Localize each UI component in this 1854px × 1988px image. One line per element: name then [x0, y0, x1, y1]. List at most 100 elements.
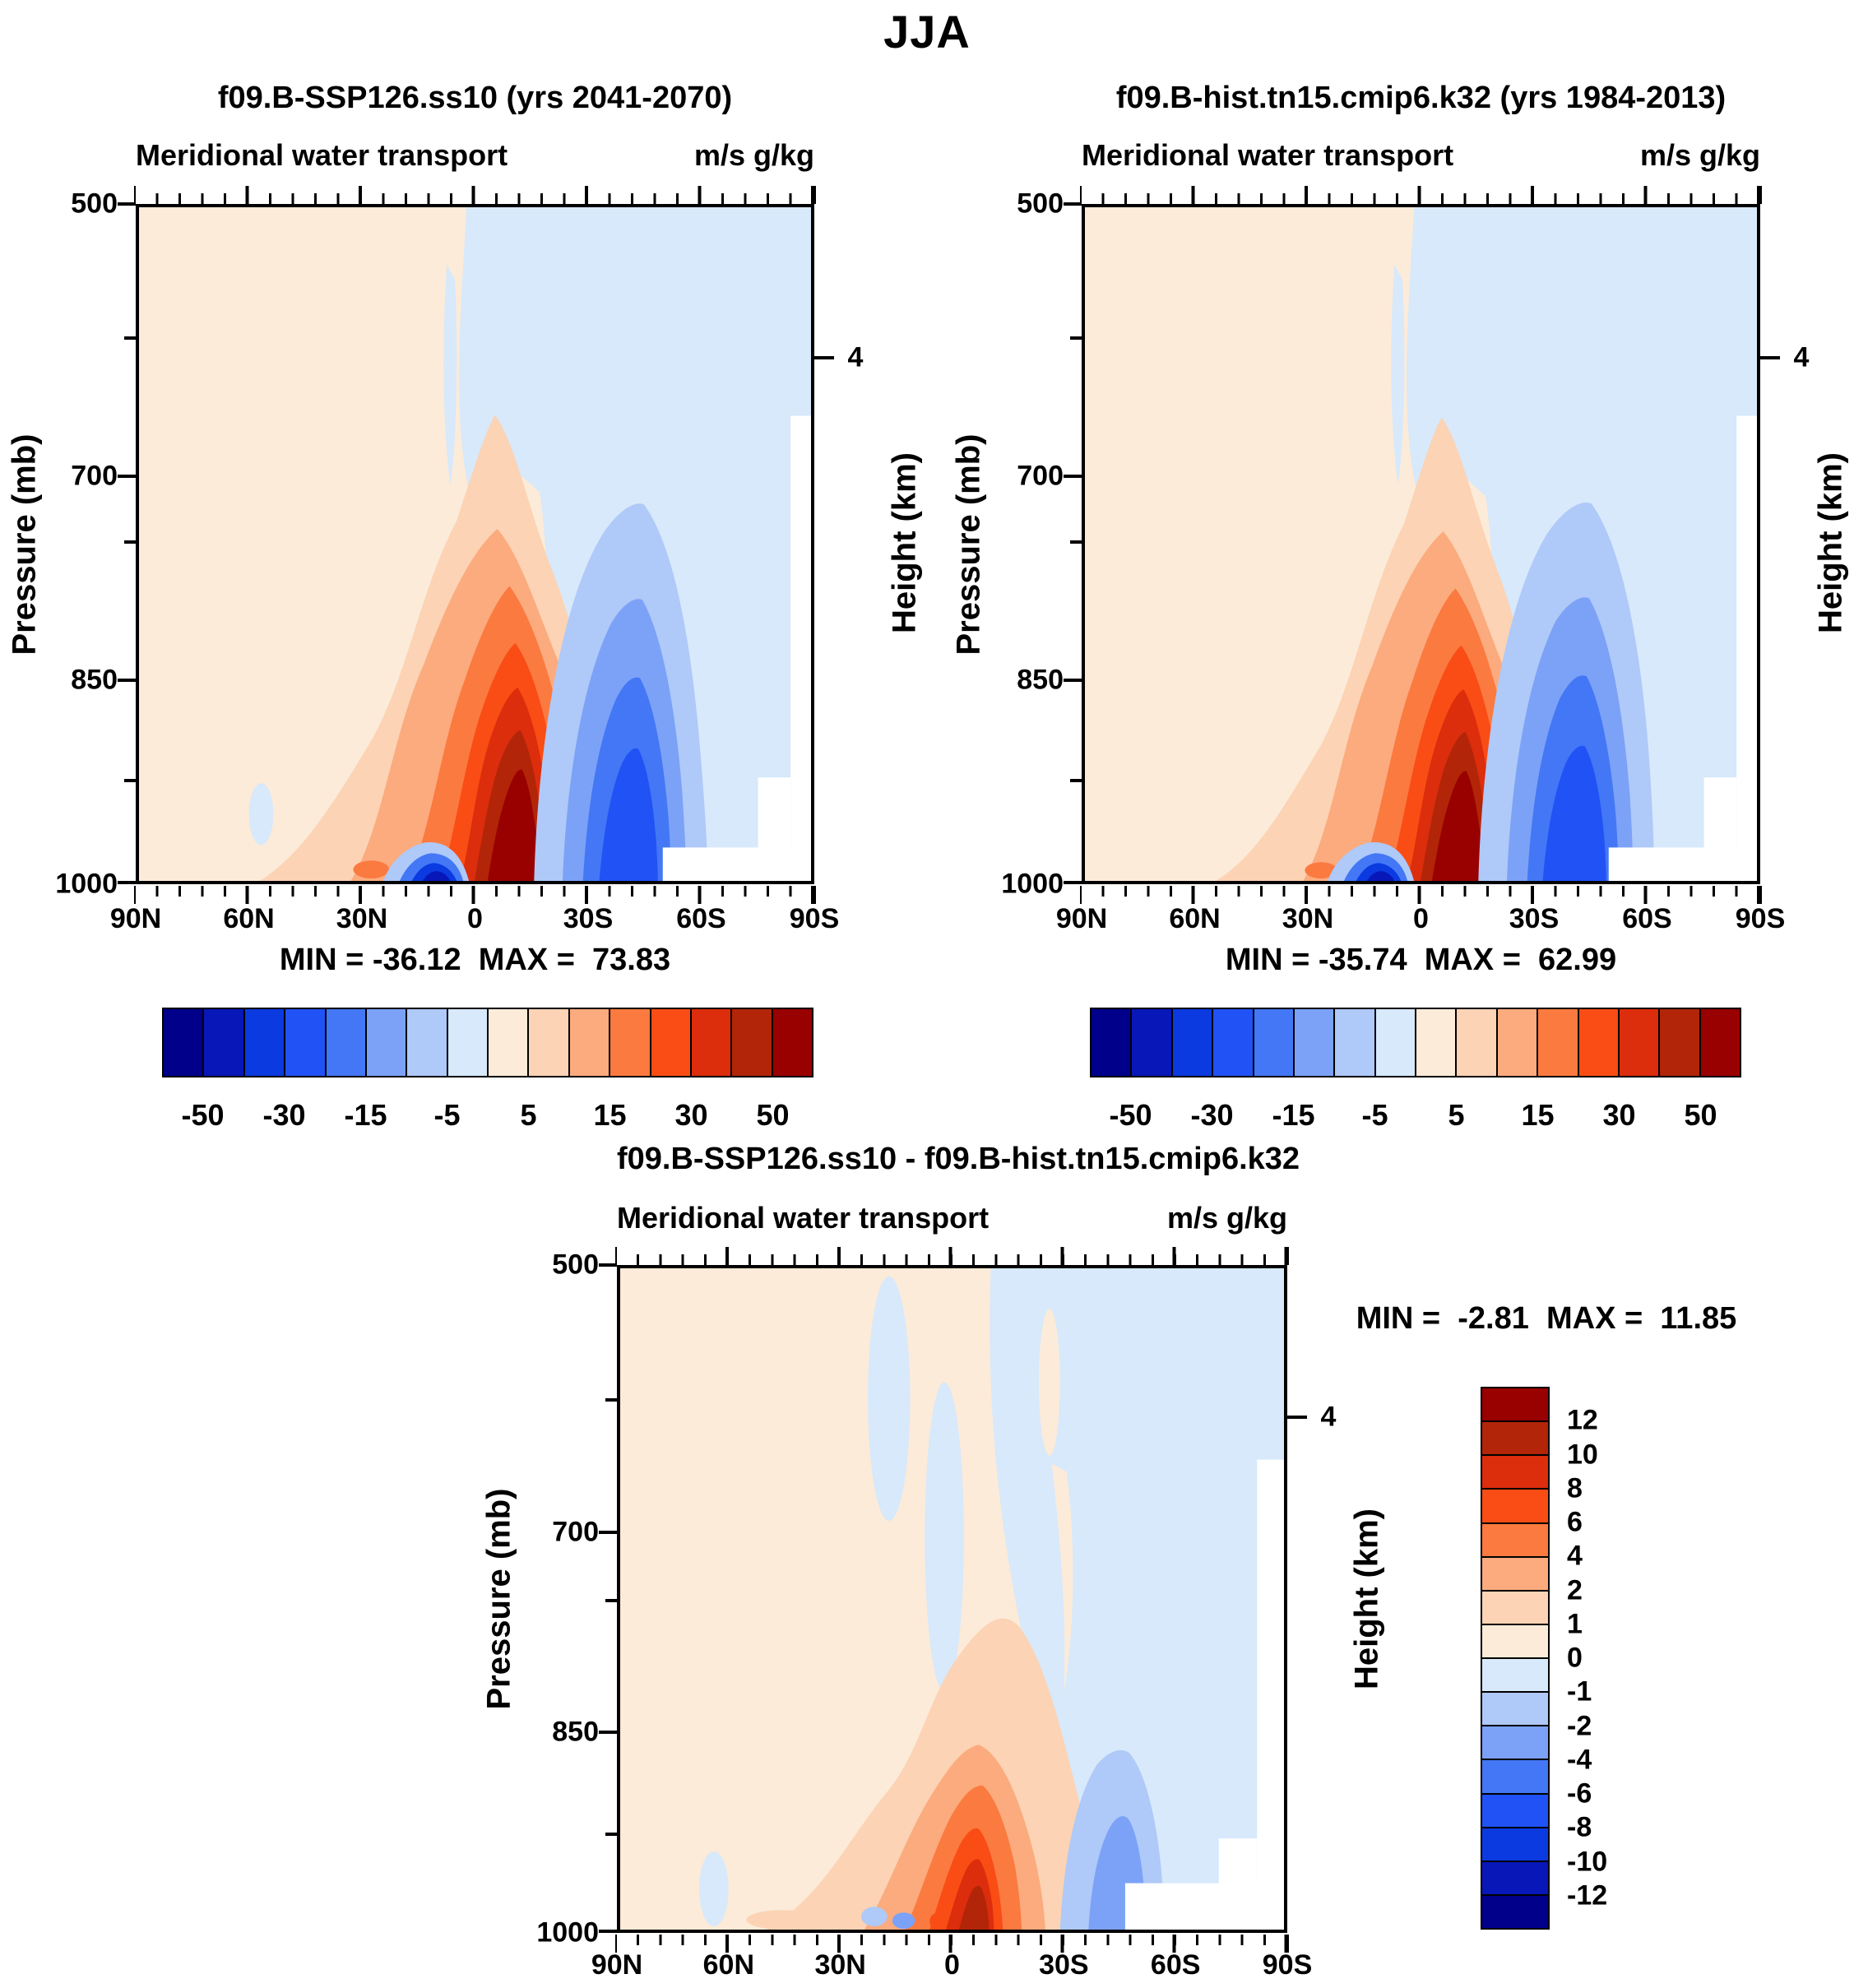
colorbar-cell [730, 1008, 773, 1077]
colorbar-cell [1481, 1420, 1550, 1457]
colorbar-label: -50 [181, 1098, 225, 1132]
lat-label: 0 [467, 903, 483, 934]
top-axis-minor-ticks [134, 193, 816, 204]
colorbar-cell [1537, 1008, 1579, 1077]
colorbar-label: -30 [1190, 1098, 1234, 1132]
top-axis-minor-ticks [615, 1254, 1289, 1265]
colorbar-label: 4 [1567, 1540, 1583, 1572]
colorbar-cell [1481, 1387, 1550, 1423]
colorbar-label: 5 [1448, 1098, 1465, 1132]
pressure-tick [118, 202, 136, 206]
stats-a: MIN = -36.12 MAX = 73.83 [279, 943, 671, 977]
colorbar-cell [1495, 1008, 1539, 1077]
contour-band [1366, 871, 1395, 881]
colorbar-cell [1455, 1008, 1498, 1077]
colorbar-cell [446, 1008, 489, 1077]
contour-band [929, 1913, 943, 1930]
colorbar-cell [1658, 1008, 1701, 1077]
pressure-label: 850 [1017, 664, 1064, 696]
terrain-mask [1257, 1459, 1284, 1930]
pressure-tick [599, 1263, 617, 1267]
panel-c-subtitle-row: Meridional water transport m/s g/kg [617, 1201, 1287, 1235]
pressure-minor-tick [124, 540, 136, 544]
pressure-label: 700 [1017, 460, 1064, 492]
pressure-label: 1000 [55, 868, 118, 900]
colorbar-label: 15 [1521, 1098, 1555, 1132]
colorbar-c-labels: 12 10 8 6 4 2 1 0 -1 -2 -4 -6 -8 -10 -12 [1567, 1387, 1666, 1930]
stats-c: MIN = -2.81 MAX = 11.85 [1356, 1301, 1737, 1336]
colorbar-cell [1481, 1826, 1550, 1862]
figure-title: JJA [883, 6, 971, 58]
lat-label: 90S [1735, 903, 1786, 934]
pressure-minor-tick [124, 336, 136, 340]
height-axis-title-c: Height (km) [1348, 1508, 1385, 1689]
lat-label: 90S [789, 903, 840, 934]
pressure-label: 1000 [1001, 868, 1064, 900]
contour-band [958, 1885, 990, 1930]
panel-a-subtitle: Meridional water transport [136, 138, 508, 172]
pressure-axis-a: 500 700 850 1000 [29, 188, 118, 900]
panel-b-units: m/s g/kg [1639, 138, 1760, 172]
pressure-minor-tick [1070, 540, 1082, 544]
lat-label: 30N [336, 903, 388, 934]
panel-b-title: f09.B-hist.tn15.cmip6.k32 (yrs 1984-2013… [1115, 81, 1727, 115]
colorbar-label: 6 [1567, 1506, 1583, 1538]
lat-label: 90N [1055, 903, 1108, 934]
lat-label: 90N [591, 1949, 643, 1981]
colorbar-label: -10 [1567, 1846, 1608, 1877]
pressure-tick [1064, 679, 1082, 682]
colorbar-cell [1090, 1008, 1133, 1077]
colorbar-cell [284, 1008, 327, 1077]
contour-field-hist [1085, 207, 1757, 881]
colorbar-cell [364, 1008, 408, 1077]
pressure-tick [599, 1930, 617, 1933]
colorbar-cell [1481, 1893, 1550, 1930]
panel-c-units: m/s g/kg [1166, 1201, 1287, 1235]
height-tick-label-a: 4 [847, 341, 864, 373]
colorbar-cell [1699, 1008, 1741, 1077]
colorbar-label: 8 [1567, 1472, 1583, 1504]
height-tick-label-c: 4 [1320, 1401, 1337, 1433]
pressure-minor-tick [605, 1599, 617, 1602]
lat-label: 30S [563, 903, 614, 934]
colorbar-cell [609, 1008, 651, 1077]
colorbar-label: -15 [344, 1098, 387, 1132]
pressure-axis-title-b: Pressure (mb) [950, 433, 987, 656]
terrain-mask [1736, 415, 1757, 881]
lat-label: 30S [1039, 1949, 1089, 1981]
contour-band [1542, 745, 1606, 881]
pressure-axis-title-c: Pressure (mb) [480, 1488, 517, 1710]
colorbar-cell [1481, 1691, 1550, 1727]
colorbar-label: -6 [1567, 1777, 1592, 1810]
pressure-minor-tick [605, 1833, 617, 1836]
colorbar-cell [1481, 1759, 1550, 1795]
colorbar-label: 30 [1602, 1098, 1636, 1132]
colorbar-cell [1292, 1008, 1336, 1077]
contour-band [1305, 862, 1337, 879]
terrain-mask [790, 415, 811, 881]
pressure-axis-b: 500 700 850 1000 [975, 188, 1064, 900]
contour-band [422, 871, 451, 881]
colorbar-label: -5 [433, 1098, 461, 1132]
colorbar-cell [771, 1008, 813, 1077]
colorbar-label: 30 [674, 1098, 708, 1132]
bottom-axis-minor-ticks [134, 886, 816, 897]
colorbar-a [162, 1008, 813, 1077]
colorbar-cell [1481, 1555, 1550, 1592]
colorbar-label: -1 [1567, 1675, 1592, 1708]
pressure-axis-title-a: Pressure (mb) [6, 433, 43, 656]
contour-band [1051, 1463, 1073, 1692]
colorbar-cell [689, 1008, 733, 1077]
height-axis-title-a: Height (km) [886, 452, 923, 633]
panel-b-subtitle: Meridional water transport [1082, 138, 1454, 172]
height-tick-label-b: 4 [1793, 341, 1810, 373]
lat-axis-c: 90N 60N 30N 0 30S 60S 90S [591, 1949, 1312, 1987]
pressure-minor-tick [1070, 779, 1082, 782]
colorbar-label: 1 [1567, 1608, 1583, 1640]
pressure-tick [118, 679, 136, 682]
colorbar-b [1090, 1008, 1741, 1077]
pressure-label: 850 [71, 664, 118, 696]
panel-c-title: f09.B-SSP126.ss10 - f09.B-hist.tn15.cmip… [617, 1142, 1300, 1176]
lat-label: 60S [1150, 1949, 1201, 1981]
colorbar-cell [1481, 1657, 1550, 1694]
